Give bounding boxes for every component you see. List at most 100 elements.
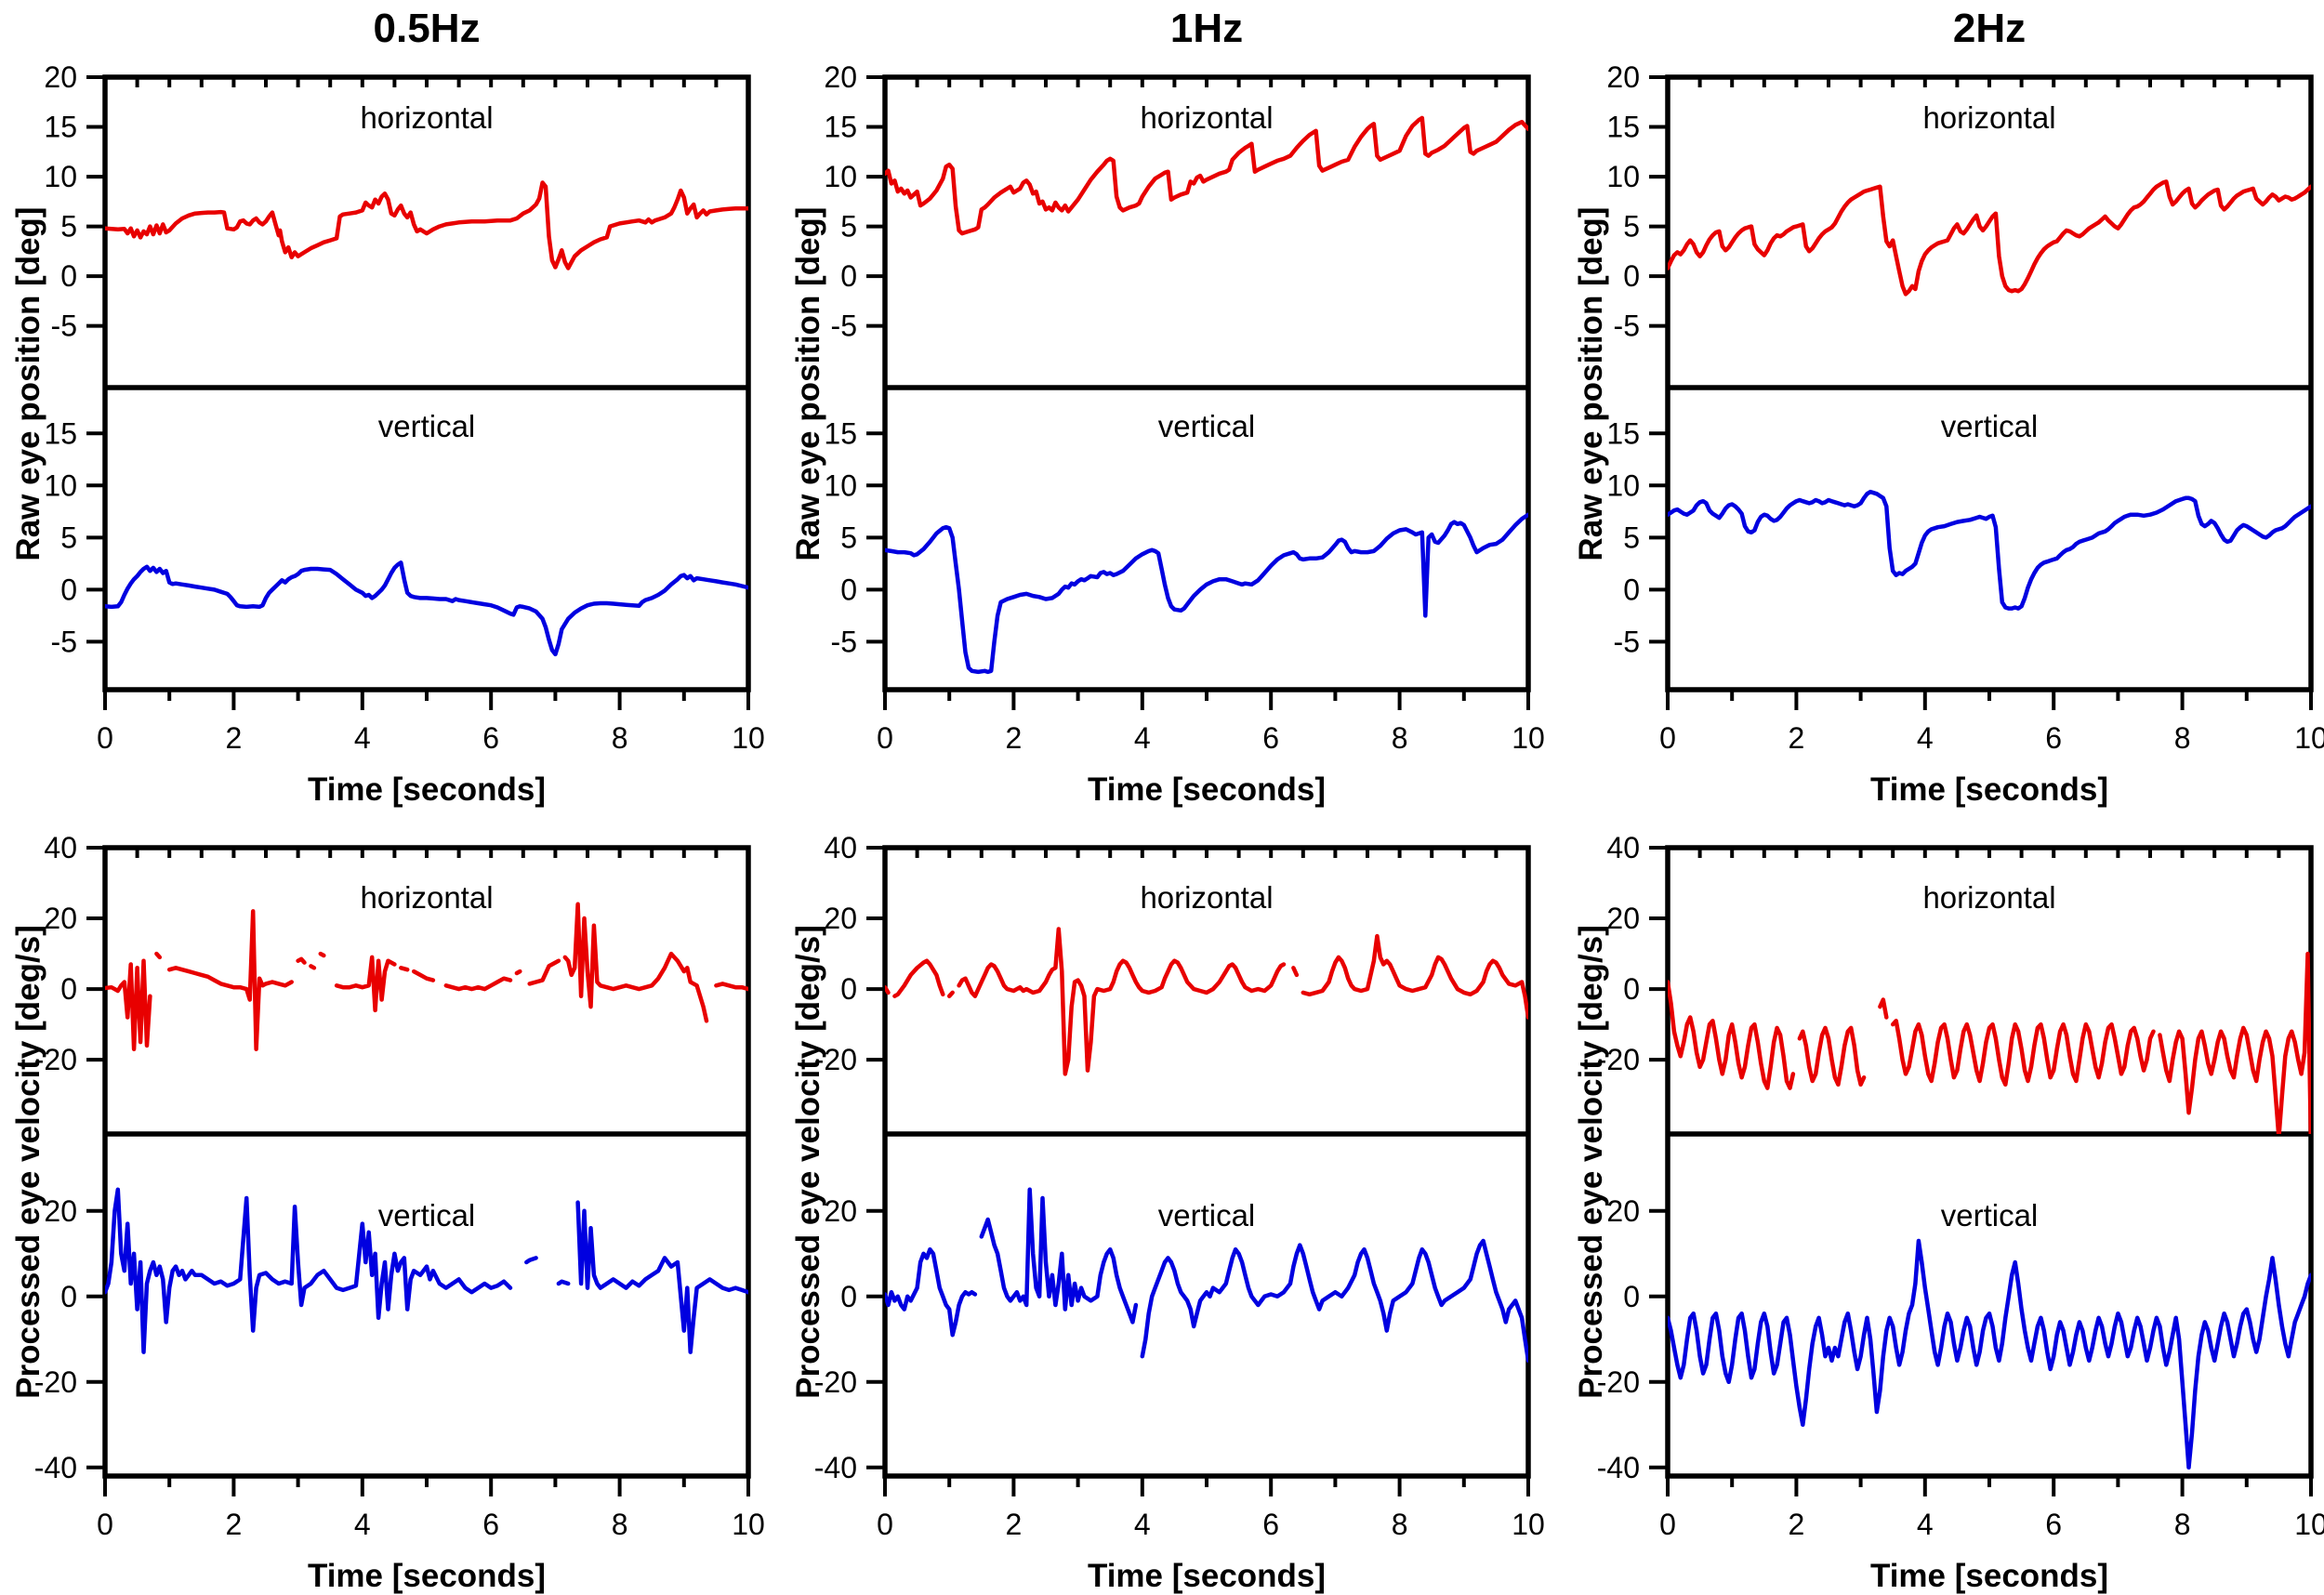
y-tick-label: 5 — [1623, 521, 1640, 554]
y-tick-label: 10 — [1606, 468, 1640, 502]
subplot-label-vertical: vertical — [377, 409, 476, 443]
y-tick-label: 15 — [1606, 416, 1640, 450]
x-axis-title-velocity-col2: Time [seconds] — [1869, 1558, 2109, 1594]
trace-vertical — [885, 512, 1528, 675]
trace-horizontal — [885, 115, 1528, 236]
x-tick-label: 6 — [1262, 721, 1279, 755]
y-tick-label: -20 — [1597, 1365, 1640, 1399]
x-tick-label: 4 — [1917, 721, 1934, 755]
trace-vertical — [1668, 489, 2311, 611]
y-tick-label: 20 — [44, 1194, 77, 1228]
y-tick-label: 5 — [60, 210, 77, 244]
subplot-label-horizontal: horizontal — [1140, 880, 1274, 915]
y-tick-label: 0 — [840, 259, 857, 293]
x-axis-title-velocity-col1: Time [seconds] — [1087, 1558, 1327, 1594]
y-axis-title-velocity-col2: Processed eye velocity [deg/s] — [1573, 925, 1609, 1399]
x-tick-label: 4 — [1134, 1508, 1151, 1541]
y-tick-label: 40 — [44, 831, 77, 864]
y-tick-label: -40 — [34, 1451, 77, 1484]
subplot-label-vertical: vertical — [1940, 1198, 2039, 1232]
y-tick-label: 20 — [1606, 902, 1640, 935]
y-tick-label: 0 — [840, 573, 857, 606]
y-tick-label: 10 — [44, 468, 77, 502]
y-tick-label: 0 — [60, 259, 77, 293]
y-tick-label: 15 — [44, 416, 77, 450]
x-tick-label: 10 — [1512, 1508, 1545, 1541]
subplot-label-horizontal: horizontal — [1140, 100, 1274, 135]
x-tick-label: 4 — [1134, 721, 1151, 755]
y-tick-label: -40 — [1597, 1451, 1640, 1484]
y-tick-label: 20 — [1606, 1194, 1640, 1228]
y-tick-label: -20 — [34, 1365, 77, 1399]
x-tick-label: 10 — [732, 1508, 765, 1541]
x-axis-title-raw-col2: Time [seconds] — [1869, 771, 2109, 808]
x-tick-label: 0 — [97, 721, 113, 755]
y-tick-label: 0 — [1623, 1280, 1640, 1313]
y-axis-title-raw-col0: Raw eye position [deg] — [10, 205, 46, 561]
y-tick-label: 0 — [60, 1280, 77, 1313]
y-tick-label: -20 — [34, 1043, 77, 1076]
x-tick-label: 6 — [2045, 721, 2062, 755]
y-tick-label: 10 — [824, 468, 857, 502]
x-axis-title-velocity-col0: Time [seconds] — [307, 1558, 547, 1594]
y-tick-label: 15 — [824, 111, 857, 144]
y-axis-title-raw-col1: Raw eye position [deg] — [790, 205, 826, 561]
x-tick-label: 4 — [1917, 1508, 1934, 1541]
x-tick-label: 6 — [1262, 1508, 1279, 1541]
subplot-label-horizontal: horizontal — [1922, 880, 2056, 915]
subplot-label-vertical: vertical — [1940, 409, 2039, 443]
trace-horizontal — [105, 902, 748, 1051]
panel-frame — [1665, 74, 2314, 692]
x-tick-label: 8 — [1392, 721, 1408, 755]
y-tick-label: 5 — [1623, 210, 1640, 244]
x-tick-label: 8 — [2174, 1508, 2191, 1541]
y-tick-label: 10 — [44, 160, 77, 193]
x-tick-label: 0 — [97, 1508, 113, 1541]
y-tick-label: 20 — [1606, 60, 1640, 94]
x-axis-title-raw-col0: Time [seconds] — [307, 771, 547, 808]
x-tick-label: 10 — [732, 721, 765, 755]
x-tick-label: 8 — [2174, 721, 2191, 755]
subplot-label-vertical: vertical — [1157, 409, 1256, 443]
subplot-label-horizontal: horizontal — [1922, 100, 2056, 135]
x-tick-label: 6 — [482, 721, 499, 755]
x-tick-label: 2 — [1789, 721, 1805, 755]
y-axis-title-velocity-col0: Processed eye velocity [deg/s] — [10, 925, 46, 1399]
y-tick-label: 10 — [824, 160, 857, 193]
y-tick-label: 40 — [824, 831, 857, 864]
y-tick-label: -5 — [1614, 310, 1640, 343]
x-tick-label: 4 — [354, 721, 371, 755]
y-tick-label: 0 — [840, 1280, 857, 1313]
trace-vertical — [1668, 1238, 2311, 1470]
panel-frame — [882, 845, 1531, 1479]
x-tick-label: 0 — [1659, 721, 1676, 755]
x-tick-label: 8 — [1392, 1508, 1408, 1541]
x-tick-label: 0 — [1659, 1508, 1676, 1541]
y-tick-label: -20 — [814, 1365, 857, 1399]
x-tick-label: 2 — [226, 1508, 243, 1541]
x-tick-label: 10 — [2294, 721, 2324, 755]
trace-horizontal — [1668, 951, 2311, 1134]
trace-horizontal — [885, 927, 1528, 1076]
y-tick-label: 5 — [60, 521, 77, 554]
x-axis-title-raw-col1: Time [seconds] — [1087, 771, 1327, 808]
x-tick-label: 2 — [226, 721, 243, 755]
y-tick-label: 40 — [1606, 831, 1640, 864]
y-tick-label: -40 — [814, 1451, 857, 1484]
y-tick-label: 15 — [824, 416, 857, 450]
subplot-label-vertical: vertical — [377, 1198, 476, 1232]
y-tick-label: -5 — [831, 625, 857, 658]
y-tick-label: 0 — [1623, 573, 1640, 606]
y-tick-label: -5 — [1614, 625, 1640, 658]
x-tick-label: 8 — [612, 721, 628, 755]
y-tick-label: -5 — [51, 310, 77, 343]
y-tick-label: 0 — [1623, 972, 1640, 1006]
column-title-1hz: 1Hz — [1169, 6, 1244, 51]
y-tick-label: -20 — [814, 1043, 857, 1076]
column-title-2hz: 2Hz — [1952, 6, 2027, 51]
y-tick-label: 20 — [824, 1194, 857, 1228]
x-tick-label: 0 — [877, 721, 893, 755]
y-tick-label: 15 — [44, 111, 77, 144]
trace-vertical — [105, 1187, 748, 1354]
y-tick-label: 20 — [44, 902, 77, 935]
